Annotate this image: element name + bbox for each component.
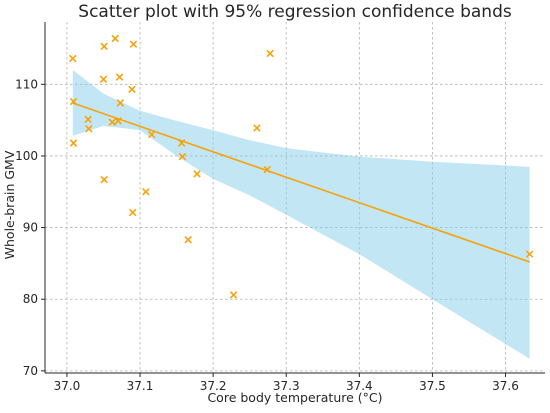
data-point-stroke: [69, 54, 77, 63]
data-point-stroke: [85, 124, 93, 133]
data-point-stroke: [193, 170, 201, 178]
x-tick-label: 37.6: [492, 379, 519, 393]
data-point-21: [193, 170, 201, 178]
x-tick-label: 37.4: [346, 379, 373, 393]
data-point-stroke: [116, 99, 125, 107]
data-point-stroke: [100, 175, 108, 184]
regression-line: [72, 102, 530, 263]
data-point-20: [184, 235, 193, 244]
confidence-band-layer: [72, 70, 530, 359]
chart-title: Scatter plot with 95% regression confide…: [78, 2, 512, 22]
data-point-8: [111, 34, 119, 43]
y-axis-ticks: 70 80 90 100 110: [15, 77, 45, 378]
data-points: [69, 34, 534, 299]
data-point-stroke: [99, 75, 108, 84]
data-point-stroke: [266, 49, 274, 58]
data-point-stroke: [69, 139, 78, 147]
data-point-13: [128, 85, 136, 94]
y-tick-label: 70: [23, 364, 38, 378]
confidence-band: [72, 70, 530, 359]
data-point-stroke: [100, 42, 108, 51]
data-point-7: [100, 175, 108, 184]
x-tick-label: 37.3: [273, 379, 300, 393]
data-point-stroke: [229, 291, 238, 299]
data-point-9: [108, 118, 117, 127]
x-tick-label: 37.5: [419, 379, 446, 393]
data-point-stroke: [128, 208, 137, 217]
data-point-23: [253, 124, 261, 132]
regression-line-layer: [72, 102, 530, 263]
data-point-stroke: [108, 118, 117, 127]
x-tick-label: 37.2: [200, 379, 227, 393]
data-point-14: [129, 40, 138, 48]
data-point-10: [114, 117, 122, 125]
data-point-stroke: [147, 130, 156, 139]
y-tick-label: 110: [15, 77, 38, 91]
data-point-0: [69, 54, 77, 63]
data-point-stroke: [253, 124, 261, 132]
data-point-stroke: [129, 40, 138, 48]
data-point-stroke: [111, 34, 119, 43]
data-point-stroke: [263, 165, 271, 174]
data-point-6: [99, 75, 108, 84]
data-point-4: [85, 124, 93, 133]
data-point-15: [128, 208, 137, 217]
x-tick-label: 37.0: [54, 379, 81, 393]
data-point-stroke: [525, 250, 534, 258]
data-point-stroke: [114, 117, 122, 125]
data-point-stroke: [128, 85, 136, 94]
y-tick-label: 100: [15, 149, 38, 163]
data-point-22: [229, 291, 238, 299]
x-tick-label: 37.1: [127, 379, 154, 393]
data-point-2: [69, 139, 78, 147]
data-point-25: [266, 49, 274, 58]
data-point-16: [142, 188, 150, 196]
data-point-26: [525, 250, 534, 258]
data-point-1: [69, 97, 78, 106]
data-point-17: [147, 130, 156, 139]
data-point-11: [115, 73, 124, 81]
axes: [44, 22, 545, 374]
x-axis-ticks: 37.0 37.1 37.2 37.3 37.4 37.5 37.6: [54, 373, 519, 393]
data-point-stroke: [84, 115, 92, 124]
data-point-stroke: [69, 97, 78, 106]
y-tick-label: 80: [23, 292, 38, 306]
data-point-19: [178, 152, 187, 161]
data-point-3: [84, 115, 92, 124]
y-axis-label: Whole-brain GMV: [2, 150, 17, 259]
data-point-stroke: [142, 188, 150, 196]
y-tick-label: 90: [23, 221, 38, 235]
data-point-18: [177, 139, 186, 147]
data-point-stroke: [178, 152, 187, 161]
data-point-24: [263, 165, 271, 174]
data-point-12: [116, 99, 125, 107]
data-point-stroke: [184, 235, 193, 244]
x-axis-label: Core body temperature (°C): [207, 390, 382, 405]
data-point-5: [100, 42, 108, 51]
data-point-stroke: [115, 73, 124, 81]
data-point-stroke: [177, 139, 186, 147]
